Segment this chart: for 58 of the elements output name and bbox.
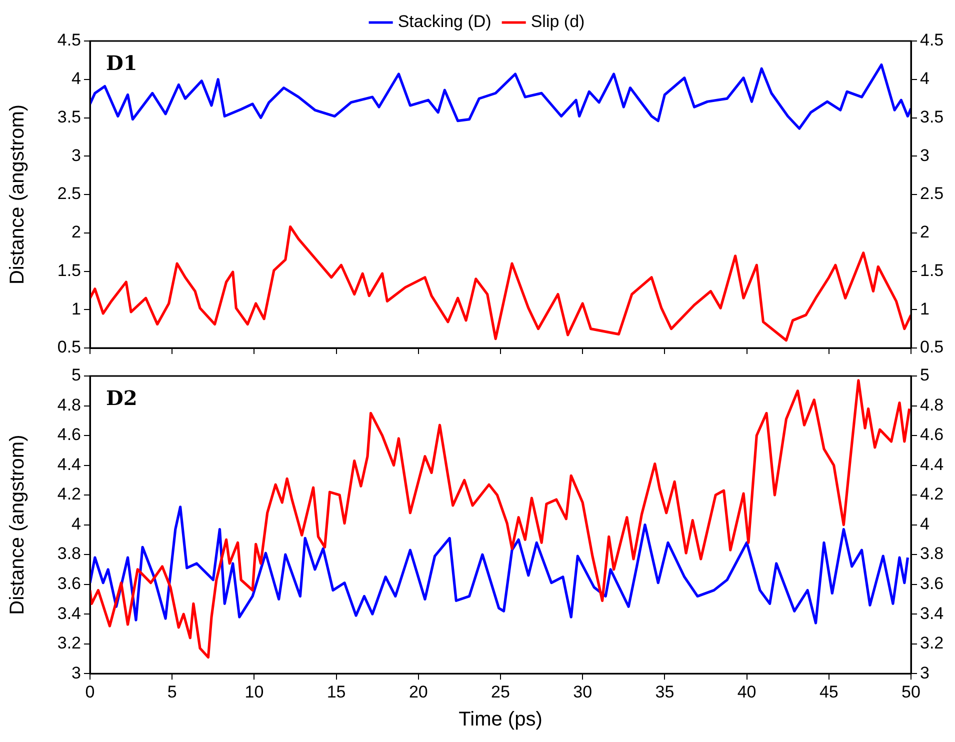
y-tick-label: 3.5 — [57, 107, 81, 126]
y2-tick-label: 2.5 — [920, 184, 944, 204]
y-tick-label: 3.6 — [57, 574, 81, 594]
y-tick-label: 2.5 — [57, 184, 81, 204]
y-tick-label: 3.4 — [57, 604, 81, 623]
y2-tick-label: 2 — [920, 222, 930, 242]
y2-tick-label: 1 — [920, 299, 930, 318]
y-axis-title: Distance (angstrom) — [6, 434, 29, 615]
x-tick-label: 10 — [244, 682, 264, 702]
y-tick-label: 4.4 — [57, 454, 81, 474]
annotation: D1 — [106, 51, 138, 76]
y-tick-label: 4 — [72, 69, 81, 88]
y-tick-label: 3 — [72, 146, 81, 165]
y2-tick-label: 4.5 — [920, 30, 944, 50]
y2-tick-label: 4.4 — [920, 454, 944, 474]
x-tick-label: 35 — [655, 682, 674, 702]
x-tick-label: 5 — [167, 682, 177, 702]
legend-label: Slip (d) — [530, 12, 585, 32]
y2-tick-label: 4.6 — [920, 425, 944, 444]
x-tick-label: 40 — [737, 682, 756, 702]
y2-tick-label: 3.6 — [920, 574, 944, 594]
x-tick-label: 45 — [819, 682, 838, 702]
y-tick-label: 4.5 — [57, 30, 81, 50]
y-tick-label: 4 — [72, 514, 81, 534]
y2-tick-label: 3.2 — [920, 634, 944, 653]
y2-tick-label: 3.5 — [920, 107, 944, 126]
x-tick-label: 25 — [491, 682, 510, 702]
y2-tick-label: 4.2 — [920, 484, 944, 504]
y-tick-label: 1.5 — [57, 260, 81, 280]
y2-tick-label: 1.5 — [920, 260, 944, 280]
y2-tick-label: 4 — [920, 514, 930, 534]
y-tick-label: 4.2 — [57, 484, 81, 504]
x-axis-title: Time (ps) — [458, 708, 542, 731]
y-tick-label: 0.5 — [57, 338, 81, 357]
y-tick-label: 4.6 — [57, 425, 81, 444]
y2-tick-label: 3 — [920, 146, 930, 165]
y-axis-title: Distance (angstrom) — [6, 104, 29, 285]
y2-tick-label: 5 — [920, 366, 930, 385]
y-tick-label: 4.8 — [57, 395, 81, 414]
annotation: D2 — [106, 386, 138, 410]
x-tick-label: 50 — [902, 682, 920, 702]
y-tick-label: 3 — [72, 663, 81, 682]
x-tick-label: 15 — [326, 682, 346, 702]
legend-label: Stacking (D) — [398, 12, 492, 32]
y2-tick-label: 4 — [920, 69, 930, 88]
x-tick-label: 20 — [408, 682, 428, 702]
y2-tick-label: 3.8 — [920, 544, 944, 564]
x-tick-label: 0 — [85, 682, 95, 702]
x-tick-label: 30 — [573, 682, 592, 702]
y-tick-label: 5 — [72, 366, 81, 385]
y-tick-label: 3.2 — [57, 634, 81, 653]
y-tick-label: 2 — [72, 222, 81, 242]
y2-tick-label: 3.4 — [920, 604, 944, 623]
y-tick-label: 3.8 — [57, 544, 81, 564]
y2-tick-label: 4.8 — [920, 395, 944, 414]
y2-tick-label: 3 — [920, 663, 930, 682]
y2-tick-label: 0.5 — [920, 338, 944, 357]
y-tick-label: 1 — [72, 299, 81, 318]
